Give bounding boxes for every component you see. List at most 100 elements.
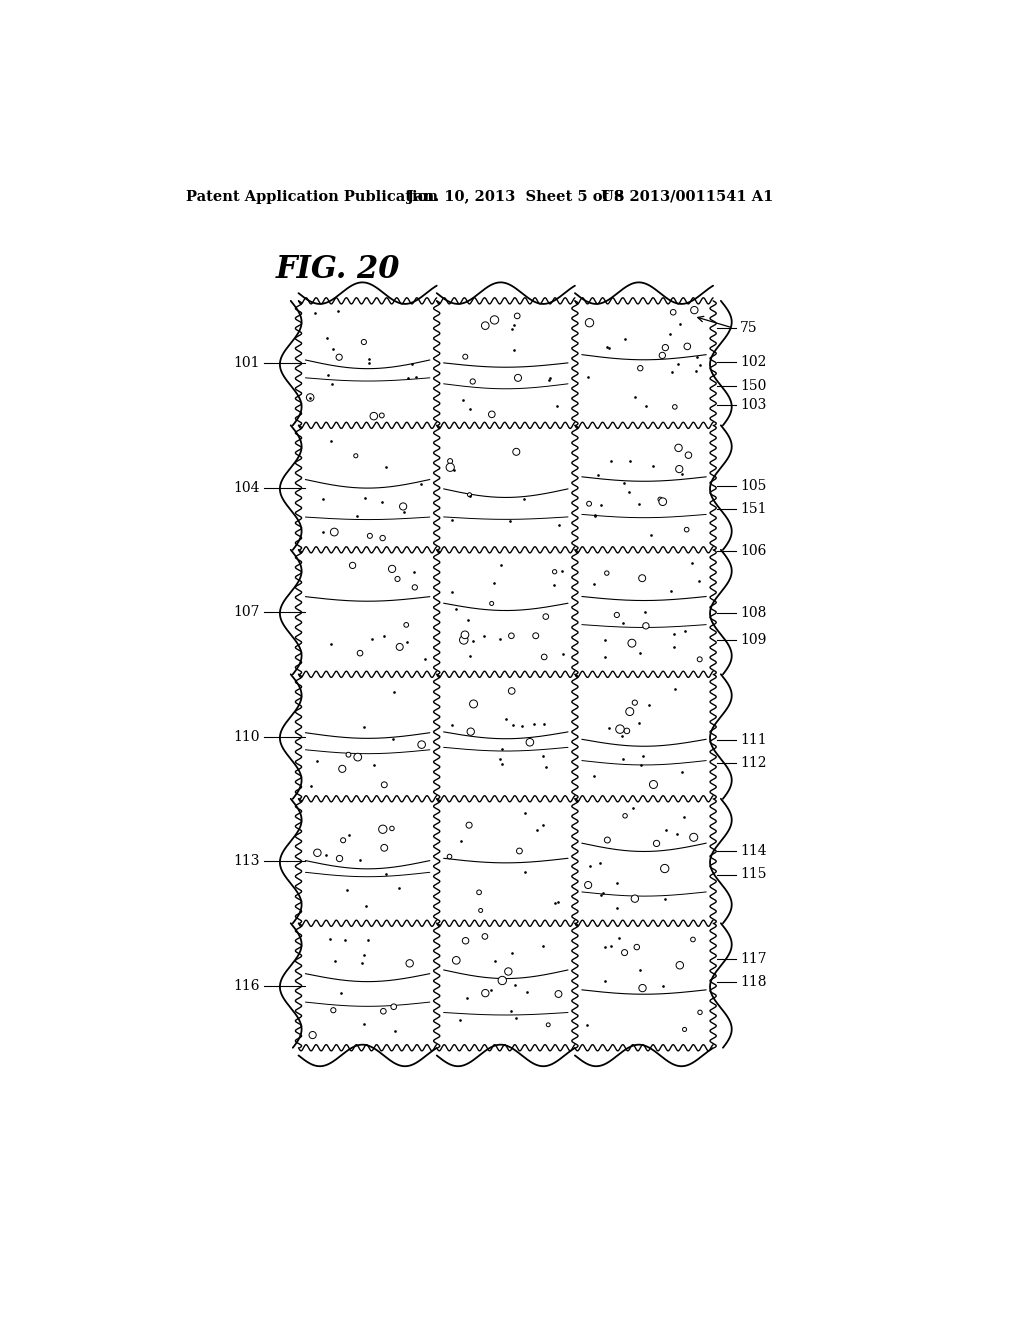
- Circle shape: [585, 882, 592, 888]
- Circle shape: [368, 533, 373, 539]
- Circle shape: [632, 700, 637, 705]
- Circle shape: [638, 366, 643, 371]
- Circle shape: [624, 729, 630, 734]
- Circle shape: [623, 813, 628, 818]
- Circle shape: [489, 602, 494, 606]
- Circle shape: [388, 565, 395, 573]
- Text: Patent Application Publication: Patent Application Publication: [186, 190, 438, 203]
- Circle shape: [403, 623, 409, 627]
- Circle shape: [379, 825, 387, 833]
- Circle shape: [532, 632, 539, 639]
- Circle shape: [659, 352, 666, 359]
- Circle shape: [336, 354, 342, 360]
- Circle shape: [639, 574, 646, 582]
- Circle shape: [553, 570, 557, 574]
- Circle shape: [468, 492, 472, 496]
- Circle shape: [684, 343, 690, 350]
- Circle shape: [555, 990, 562, 998]
- Circle shape: [353, 454, 357, 458]
- Circle shape: [478, 908, 482, 912]
- Circle shape: [543, 614, 549, 619]
- Circle shape: [309, 1031, 316, 1039]
- Text: Jan. 10, 2013  Sheet 5 of 8: Jan. 10, 2013 Sheet 5 of 8: [407, 190, 624, 203]
- Text: 116: 116: [233, 978, 260, 993]
- Text: 114: 114: [740, 845, 767, 858]
- Text: 101: 101: [233, 356, 260, 370]
- Text: 107: 107: [233, 605, 260, 619]
- Circle shape: [467, 729, 474, 735]
- Circle shape: [634, 944, 640, 950]
- Circle shape: [331, 1007, 336, 1012]
- Circle shape: [461, 631, 469, 639]
- Text: 75: 75: [740, 321, 758, 335]
- Circle shape: [357, 651, 362, 656]
- Circle shape: [660, 865, 669, 873]
- Text: US 2013/0011541 A1: US 2013/0011541 A1: [601, 190, 773, 203]
- Circle shape: [673, 405, 677, 409]
- Circle shape: [481, 322, 489, 330]
- Circle shape: [395, 577, 400, 582]
- Circle shape: [481, 990, 489, 997]
- Circle shape: [346, 752, 351, 758]
- Circle shape: [470, 700, 477, 708]
- Text: 118: 118: [740, 975, 767, 989]
- Circle shape: [498, 977, 507, 985]
- Circle shape: [684, 528, 689, 532]
- Circle shape: [604, 837, 610, 843]
- Circle shape: [399, 503, 407, 510]
- Circle shape: [406, 960, 414, 968]
- Circle shape: [663, 345, 669, 351]
- Circle shape: [671, 309, 676, 315]
- Circle shape: [658, 498, 663, 502]
- Text: 151: 151: [740, 502, 767, 516]
- Circle shape: [505, 968, 512, 975]
- Circle shape: [380, 536, 385, 541]
- Text: 113: 113: [233, 854, 260, 869]
- Circle shape: [676, 466, 683, 473]
- Circle shape: [509, 634, 514, 639]
- Circle shape: [390, 826, 394, 830]
- Text: 109: 109: [740, 632, 767, 647]
- Circle shape: [396, 643, 403, 651]
- Text: 117: 117: [740, 952, 767, 966]
- Circle shape: [381, 1008, 386, 1014]
- Circle shape: [460, 636, 468, 644]
- Circle shape: [697, 657, 702, 661]
- Circle shape: [683, 1027, 687, 1031]
- Circle shape: [604, 572, 609, 576]
- Circle shape: [391, 1005, 396, 1010]
- Circle shape: [513, 449, 520, 455]
- Circle shape: [526, 738, 534, 746]
- Circle shape: [615, 725, 625, 734]
- Circle shape: [639, 985, 646, 991]
- Text: 110: 110: [233, 730, 260, 743]
- Circle shape: [675, 444, 682, 451]
- Circle shape: [514, 313, 520, 318]
- Text: FIG. 20: FIG. 20: [275, 253, 399, 285]
- Circle shape: [381, 781, 387, 788]
- Circle shape: [490, 315, 499, 325]
- Text: 105: 105: [740, 479, 767, 492]
- Circle shape: [446, 463, 455, 471]
- Circle shape: [462, 937, 469, 944]
- Text: 112: 112: [740, 756, 767, 770]
- Circle shape: [586, 318, 594, 327]
- Text: 102: 102: [740, 355, 767, 370]
- Circle shape: [370, 412, 378, 420]
- Circle shape: [697, 1010, 702, 1015]
- Circle shape: [381, 845, 388, 851]
- Circle shape: [587, 502, 592, 506]
- Circle shape: [690, 306, 698, 314]
- Circle shape: [477, 890, 481, 895]
- Circle shape: [546, 1023, 550, 1027]
- Circle shape: [626, 708, 634, 715]
- Circle shape: [453, 957, 460, 964]
- Circle shape: [418, 741, 425, 748]
- Circle shape: [653, 841, 659, 846]
- Circle shape: [412, 585, 418, 590]
- Circle shape: [336, 855, 343, 862]
- Circle shape: [306, 393, 314, 401]
- Circle shape: [447, 854, 452, 859]
- Circle shape: [658, 498, 667, 506]
- Circle shape: [514, 375, 521, 381]
